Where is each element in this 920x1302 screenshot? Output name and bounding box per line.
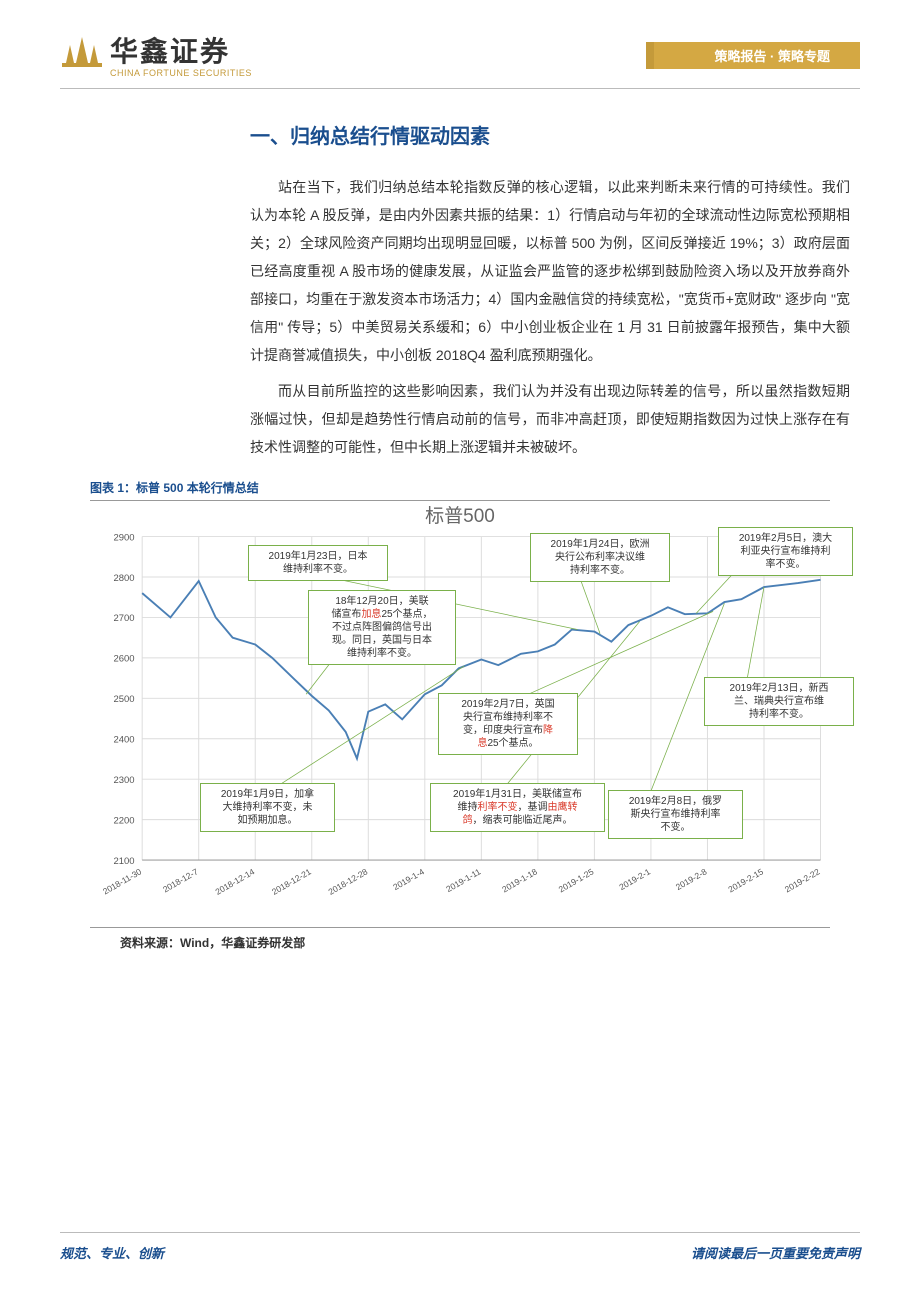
logo-text: 华鑫证券 CHINA FORTUNE SECURITIES [110, 30, 252, 78]
svg-text:2019-1-4: 2019-1-4 [391, 866, 426, 892]
company-name-en: CHINA FORTUNE SECURITIES [110, 68, 252, 78]
svg-text:2019-1-11: 2019-1-11 [444, 866, 482, 894]
logo-icon [60, 33, 104, 76]
svg-text:2600: 2600 [114, 654, 135, 665]
svg-text:2019-1-18: 2019-1-18 [500, 866, 539, 894]
chart-source: 资料来源：Wind，华鑫证券研发部 [90, 927, 830, 951]
callout-jan24: 2019年1月24日，欧洲央行公布利率决议维持利率不变。 [530, 533, 670, 582]
callout-jan31: 2019年1月31日，美联储宣布维持利率不变，基调由鹰转鸽，缩表可能临近尾声。 [430, 783, 605, 832]
page-footer: 规范、专业、创新 请阅读最后一页重要免责声明 [60, 1232, 860, 1262]
svg-text:2400: 2400 [114, 735, 135, 746]
svg-text:2019-2-1: 2019-2-1 [617, 866, 652, 892]
svg-text:2900: 2900 [114, 532, 135, 543]
svg-text:2018-12-7: 2018-12-7 [161, 866, 200, 894]
paragraph-1: 站在当下，我们归纳总结本轮指数反弹的核心逻辑，以此来判断未来行情的可持续性。我们… [250, 173, 850, 369]
svg-text:2800: 2800 [114, 573, 135, 584]
callout-dec20: 18年12月20日，美联储宣布加息25个基点，不过点阵图偏鸽信号出现。同日，英国… [308, 590, 456, 665]
svg-text:2700: 2700 [114, 613, 135, 624]
company-name-cn: 华鑫证券 [110, 30, 252, 70]
report-type-banner: 策略报告 · 策略专题 [646, 42, 860, 69]
svg-text:2200: 2200 [114, 815, 135, 826]
svg-text:2018-11-30: 2018-11-30 [101, 866, 143, 896]
callout-feb8: 2019年2月8日，俄罗斯央行宣布维持利率不变。 [608, 790, 743, 839]
svg-text:2018-12-28: 2018-12-28 [327, 866, 370, 897]
svg-text:2019-2-22: 2019-2-22 [783, 866, 822, 894]
callout-jan9: 2019年1月9日，加拿大维持利率不变，未如预期加息。 [200, 783, 335, 832]
paragraph-2: 而从目前所监控的这些影响因素，我们认为并没有出现边际转差的信号，所以虽然指数短期… [250, 377, 850, 461]
section-title: 一、归纳总结行情驱动因素 [250, 120, 850, 149]
callout-feb5: 2019年2月5日，澳大利亚央行宣布维持利率不变。 [718, 527, 853, 576]
svg-text:2019-2-15: 2019-2-15 [726, 866, 765, 894]
svg-text:2100: 2100 [114, 856, 135, 867]
footer-left: 规范、专业、创新 [60, 1243, 164, 1262]
svg-text:2018-12-21: 2018-12-21 [270, 866, 313, 897]
callout-jan23: 2019年1月23日，日本维持利率不变。 [248, 545, 388, 581]
svg-text:2019-2-8: 2019-2-8 [674, 866, 709, 892]
page-header: 华鑫证券 CHINA FORTUNE SECURITIES 策略报告 · 策略专… [0, 0, 920, 90]
chart-caption: 图表 1：标普 500 本轮行情总结 [90, 479, 830, 501]
footer-right: 请阅读最后一页重要免责声明 [691, 1243, 860, 1262]
main-content: 一、归纳总结行情驱动因素 站在当下，我们归纳总结本轮指数反弹的核心逻辑，以此来判… [0, 90, 920, 951]
svg-text:2019-1-25: 2019-1-25 [557, 866, 596, 894]
header-divider [60, 88, 860, 89]
chart-title: 标普500 [425, 501, 495, 528]
svg-text:2500: 2500 [114, 694, 135, 705]
callout-feb7: 2019年2月7日，英国央行宣布维持利率不变，印度央行宣布降息25个基点。 [438, 693, 578, 755]
sp500-chart: 标普500 2100 2200 2300 2400 2500 2600 2700 2800 29… [90, 503, 830, 923]
svg-text:2300: 2300 [114, 775, 135, 786]
callout-feb13: 2019年2月13日，新西兰、瑞典央行宣布维持利率不变。 [704, 677, 854, 726]
svg-text:2018-12-14: 2018-12-14 [214, 866, 257, 897]
